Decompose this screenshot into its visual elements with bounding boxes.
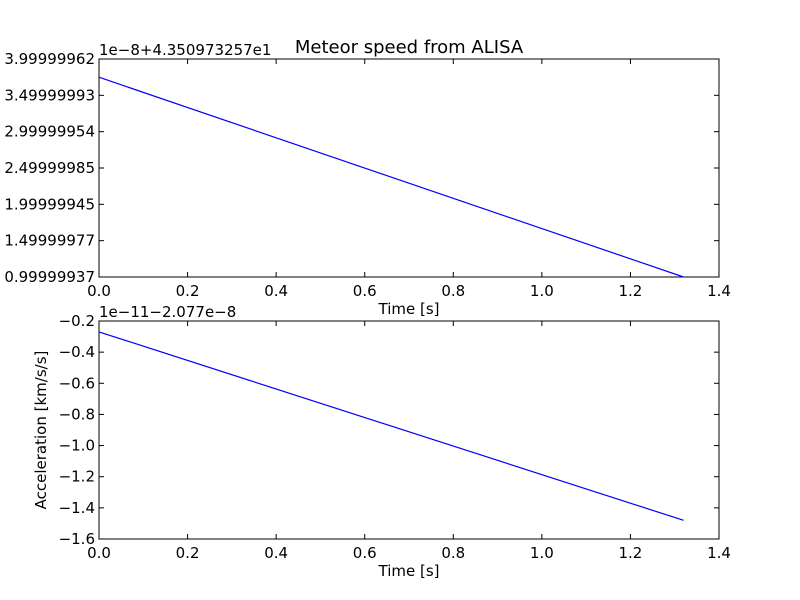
x-tick-label: 1.2: [618, 282, 642, 300]
chart-title: Meteor speed from ALISA: [295, 37, 524, 58]
x-tick-label: 0.8: [441, 544, 465, 562]
x-axis-label: Time [s]: [378, 300, 440, 318]
x-tick-label: 1.4: [707, 282, 731, 300]
y-tick-label: 3.49999993: [4, 86, 95, 104]
x-tick-label: 1.2: [618, 544, 642, 562]
y-tick-label: −1.2: [59, 468, 95, 486]
x-tick-label: 0.2: [176, 544, 200, 562]
series-group: [98, 76, 684, 278]
series-line: [98, 331, 684, 521]
x-tick-label: 0.8: [441, 282, 465, 300]
plot-area: [98, 58, 720, 278]
y-tick-label: −0.4: [59, 343, 95, 361]
axis-ticks: 0.0 0.2 0.4 0.6 0.8 1.0 1.2 1.4 −1.6 −1.4 −1.2 −1.0…: [59, 312, 731, 562]
y-axis-label: Acceleration [km/s/s]: [32, 351, 50, 510]
plot-area: [98, 320, 720, 540]
x-tick-label: 0.6: [353, 544, 377, 562]
y-tick-label: 1.99999945: [4, 195, 95, 213]
x-tick-label: 0.6: [353, 282, 377, 300]
x-tick-label: 0.0: [87, 282, 111, 300]
y-tick-label: −0.8: [59, 405, 95, 423]
x-tick-label: 0.4: [264, 544, 288, 562]
y-tick-label: −1.4: [59, 499, 95, 517]
y-tick-label: 1.49999977: [4, 232, 95, 250]
x-tick-label: 0.2: [176, 282, 200, 300]
x-axis-label: Time [s]: [378, 562, 440, 580]
speed-chart: Meteor speed from ALISA 1e−8+4.350973257…: [4, 37, 731, 318]
acceleration-chart: 1e−11−2.077e−8 0.0 0.2 0.4 0.6 0.8 1.0 1.2 1.4 −…: [32, 303, 731, 580]
y-tick-label: −0.6: [59, 374, 95, 392]
y-offset-label: 1e−11−2.077e−8: [99, 303, 236, 321]
y-tick-label: −0.2: [59, 312, 95, 330]
y-tick-label: 2.49999985: [4, 159, 95, 177]
x-tick-label: 0.4: [264, 282, 288, 300]
series-line: [98, 76, 684, 278]
axis-ticks: 0.0 0.2 0.4 0.6 0.8 1.0 1.2 1.4 0.99999937 1.4999…: [4, 50, 731, 300]
series-group: [98, 331, 684, 521]
y-offset-label: 1e−8+4.350973257e1: [99, 41, 271, 59]
y-tick-label: 3.99999962: [4, 50, 95, 68]
x-tick-label: 1.0: [530, 544, 554, 562]
x-tick-label: 0.0: [87, 544, 111, 562]
y-tick-label: 0.99999937: [4, 268, 95, 286]
y-tick-label: −1.6: [59, 530, 95, 548]
y-tick-label: −1.0: [59, 437, 95, 455]
y-tick-label: 2.99999954: [4, 123, 95, 141]
x-tick-label: 1.4: [707, 544, 731, 562]
x-tick-label: 1.0: [530, 282, 554, 300]
